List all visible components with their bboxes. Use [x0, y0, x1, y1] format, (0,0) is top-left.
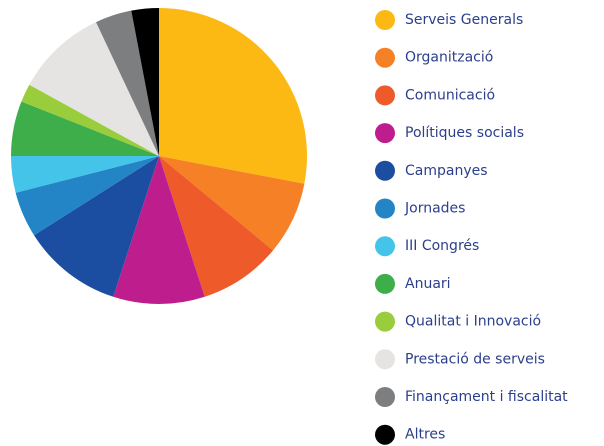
legend-label: III Congrés [405, 238, 479, 254]
legend-swatch [375, 160, 395, 181]
pie-slice [159, 156, 305, 251]
pie-slice [95, 10, 159, 156]
legend-swatch [375, 273, 395, 294]
pie-slice [11, 101, 159, 156]
legend-label: Polítiques socials [405, 125, 524, 141]
legend-label: Organització [405, 50, 493, 66]
legend-swatch [375, 349, 395, 370]
pie-slice [34, 156, 159, 297]
legend-label: Comunicació [405, 87, 495, 103]
legend-swatch [375, 198, 395, 219]
pie-slice [113, 156, 205, 305]
legend-label: Anuari [405, 276, 451, 292]
legend-swatch [375, 236, 395, 257]
pie-slice [15, 156, 160, 236]
legend-label: Campanyes [405, 163, 488, 179]
legend-swatch [375, 311, 395, 332]
legend-label: Serveis Generals [405, 12, 523, 28]
legend-label: Altres [405, 427, 445, 443]
pie-slice [29, 22, 160, 156]
legend-swatch [375, 123, 395, 144]
pie-slice [159, 8, 308, 184]
pie-slice [159, 156, 274, 297]
pie-slice [11, 156, 159, 193]
legend-swatch [375, 47, 395, 68]
legend-swatch [375, 10, 395, 30]
legend-label: Prestació de serveis [405, 351, 545, 367]
legend-swatch [375, 387, 395, 407]
legend-label: Qualitat i Innovació [405, 314, 541, 330]
pie-slice [21, 84, 159, 156]
legend-label: Jornades [404, 201, 465, 217]
pie-slice [131, 8, 159, 156]
legend-swatch [375, 85, 395, 106]
legend-label: Finançament i fiscalitat [405, 389, 568, 405]
legend-swatch [375, 424, 395, 445]
